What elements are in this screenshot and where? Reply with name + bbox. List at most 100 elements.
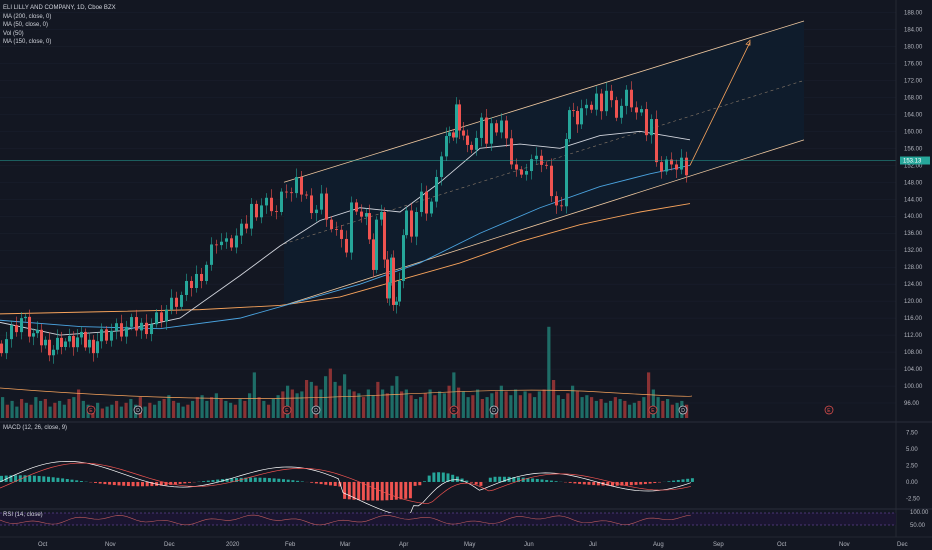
- volume-bar: [267, 404, 271, 418]
- volume-bar: [485, 397, 489, 418]
- macd-histogram-bar: [413, 481, 417, 486]
- macd-histogram-bar: [258, 477, 262, 482]
- candle-body: [225, 238, 228, 242]
- macd-histogram-bar: [319, 481, 323, 485]
- candle-body: [640, 109, 643, 113]
- volume-bar: [309, 381, 313, 418]
- volume-bar: [357, 393, 361, 418]
- candle-body: [32, 333, 35, 337]
- macd-histogram-bar: [249, 477, 253, 482]
- volume-bar: [224, 400, 228, 418]
- macd-histogram-bar: [531, 478, 535, 482]
- macd-histogram-bar: [653, 481, 657, 484]
- candle-body: [475, 137, 478, 150]
- candle-body: [480, 117, 483, 138]
- volume-bar: [651, 389, 655, 418]
- legend-title: ELI LILLY AND COMPANY, 1D, Cboe BZX: [3, 5, 116, 11]
- macd-histogram-bar: [230, 478, 234, 482]
- candle-body: [605, 90, 608, 112]
- dividend-marker-label: D: [136, 408, 140, 414]
- macd-histogram-bar: [202, 481, 206, 482]
- macd-histogram-bar: [56, 477, 60, 482]
- volume-bar: [271, 399, 275, 418]
- macd-histogram-bar: [183, 481, 187, 484]
- macd-histogram-bar: [451, 474, 455, 482]
- volume-bar: [286, 385, 290, 418]
- volume-bar: [29, 404, 33, 418]
- candle-body: [490, 123, 493, 144]
- candle-body: [340, 229, 343, 239]
- candle-body: [150, 324, 153, 335]
- macd-histogram-bar: [75, 480, 79, 482]
- candle-body: [395, 301, 398, 305]
- time-tick-label: Apr: [399, 542, 408, 548]
- candle-body: [200, 273, 203, 281]
- candle-body: [368, 213, 371, 240]
- macd-histogram-bar: [686, 478, 690, 482]
- candle-body: [405, 210, 408, 236]
- macd-histogram-bar: [244, 477, 248, 482]
- volume-bar: [471, 395, 475, 418]
- macd-histogram-bar: [112, 481, 116, 486]
- time-tick-label: Feb: [285, 542, 296, 548]
- volume-bar: [243, 400, 247, 418]
- time-tick-label: Nov: [105, 542, 116, 548]
- macd-histogram-bar: [437, 472, 441, 482]
- macd-histogram-bar: [578, 481, 582, 484]
- macd-histogram-bar: [103, 481, 107, 485]
- macd-histogram-bar: [282, 479, 285, 482]
- candle-body: [48, 339, 51, 356]
- macd-tick-label: -2.50: [906, 496, 920, 502]
- earnings-marker-label: E: [827, 408, 831, 414]
- macd-histogram-bar: [267, 478, 271, 482]
- candle-body: [235, 235, 238, 248]
- macd-histogram-bar: [343, 481, 347, 499]
- candle-body: [365, 213, 368, 217]
- macd-histogram-bar: [526, 478, 530, 482]
- candle-body: [576, 110, 579, 125]
- candle-body: [76, 337, 79, 348]
- volume-bar: [552, 380, 556, 418]
- volume-bar: [157, 400, 161, 418]
- projection-arrow-head: [745, 39, 751, 46]
- earnings-marker: [648, 405, 658, 415]
- price-tick-label: 180.00: [904, 44, 923, 50]
- macd-histogram-bar: [676, 479, 680, 482]
- volume-bar: [666, 399, 670, 418]
- macd-histogram-bar: [42, 476, 46, 482]
- macd-histogram-bar: [441, 472, 445, 482]
- macd-tick-label: 5.00: [906, 447, 918, 453]
- macd-histogram-bar: [517, 477, 520, 482]
- volume-bar: [1, 397, 5, 418]
- candle-body: [64, 341, 67, 347]
- candle-body: [435, 176, 438, 202]
- candle-body: [280, 191, 283, 212]
- candle-body: [350, 202, 353, 253]
- earnings-marker-label: E: [452, 408, 456, 414]
- volume-bar: [523, 391, 527, 418]
- macd-histogram-bar: [371, 481, 375, 501]
- volume-bar: [53, 402, 57, 418]
- candle-body: [466, 135, 469, 145]
- volume-bar: [328, 368, 332, 418]
- macd-histogram-bar: [216, 479, 220, 482]
- dividend-marker: [678, 405, 688, 415]
- candle-body: [92, 339, 95, 354]
- candle-body: [455, 104, 458, 138]
- candle-body: [24, 316, 27, 319]
- volume-bar: [637, 400, 641, 418]
- volume-bar: [186, 404, 190, 418]
- time-tick-label: Oct: [38, 542, 48, 548]
- candle-body: [310, 195, 313, 214]
- macd-histogram-bar: [188, 481, 191, 483]
- signal-line: [0, 462, 691, 505]
- macd-histogram-bar: [347, 481, 351, 500]
- macd-histogram-bar: [79, 480, 83, 482]
- volume-bar: [214, 393, 218, 418]
- volume-bar: [34, 397, 38, 418]
- candle-body: [510, 138, 513, 165]
- volume-bar: [20, 399, 24, 418]
- macd-histogram-bar: [126, 481, 130, 486]
- candle-body: [305, 194, 308, 196]
